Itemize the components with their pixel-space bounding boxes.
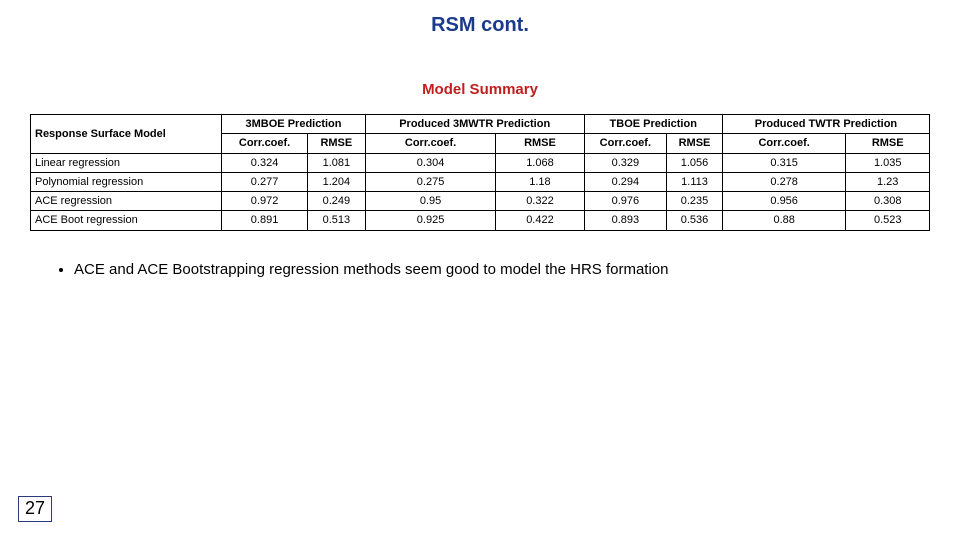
cell: 0.278: [722, 172, 846, 191]
cell: 0.523: [846, 211, 930, 230]
col-header-group-2: TBOE Prediction: [584, 115, 722, 134]
col-header-group-1: Produced 3MWTR Prediction: [365, 115, 584, 134]
sub-header: RMSE: [846, 134, 930, 153]
cell: 1.081: [307, 153, 365, 172]
cell: 0.88: [722, 211, 846, 230]
cell: 0.891: [222, 211, 308, 230]
cell: 0.308: [846, 192, 930, 211]
row-label: Linear regression: [31, 153, 222, 172]
cell: 0.235: [667, 192, 723, 211]
slide-subtitle: Model Summary: [20, 81, 940, 98]
col-header-model: Response Surface Model: [31, 115, 222, 154]
cell: 1.204: [307, 172, 365, 191]
table-header-row-1: Response Surface Model 3MBOE Prediction …: [31, 115, 930, 134]
cell: 0.304: [365, 153, 496, 172]
model-summary-table: Response Surface Model 3MBOE Prediction …: [30, 114, 930, 231]
cell: 0.277: [222, 172, 308, 191]
cell: 0.893: [584, 211, 667, 230]
cell: 0.925: [365, 211, 496, 230]
col-header-group-3: Produced TWTR Prediction: [722, 115, 929, 134]
cell: 0.322: [496, 192, 584, 211]
table-head: Response Surface Model 3MBOE Prediction …: [31, 115, 930, 154]
cell: 0.329: [584, 153, 667, 172]
table-row: ACE Boot regression 0.891 0.513 0.925 0.…: [31, 211, 930, 230]
cell: 0.513: [307, 211, 365, 230]
row-label: ACE Boot regression: [31, 211, 222, 230]
cell: 1.056: [667, 153, 723, 172]
sub-header: Corr.coef.: [584, 134, 667, 153]
sub-header: Corr.coef.: [222, 134, 308, 153]
row-label: Polynomial regression: [31, 172, 222, 191]
sub-header: Corr.coef.: [722, 134, 846, 153]
cell: 0.249: [307, 192, 365, 211]
cell: 0.956: [722, 192, 846, 211]
cell: 1.113: [667, 172, 723, 191]
table-row: ACE regression 0.972 0.249 0.95 0.322 0.…: [31, 192, 930, 211]
cell: 0.95: [365, 192, 496, 211]
cell: 0.976: [584, 192, 667, 211]
sub-header: RMSE: [667, 134, 723, 153]
cell: 1.18: [496, 172, 584, 191]
cell: 0.315: [722, 153, 846, 172]
cell: 0.422: [496, 211, 584, 230]
model-summary-table-wrap: Response Surface Model 3MBOE Prediction …: [30, 114, 930, 231]
cell: 1.035: [846, 153, 930, 172]
cell: 0.275: [365, 172, 496, 191]
row-label: ACE regression: [31, 192, 222, 211]
table-row: Polynomial regression 0.277 1.204 0.275 …: [31, 172, 930, 191]
sub-header: RMSE: [307, 134, 365, 153]
slide-title: RSM cont.: [20, 14, 940, 37]
slide: RSM cont. Model Summary Response Surface…: [0, 0, 960, 540]
page-number: 27: [18, 496, 52, 522]
cell: 0.536: [667, 211, 723, 230]
sub-header: Corr.coef.: [365, 134, 496, 153]
table-body: Linear regression 0.324 1.081 0.304 1.06…: [31, 153, 930, 230]
cell: 0.972: [222, 192, 308, 211]
cell: 0.324: [222, 153, 308, 172]
cell: 0.294: [584, 172, 667, 191]
bullet-item: ACE and ACE Bootstrapping regression met…: [74, 259, 940, 280]
sub-header: RMSE: [496, 134, 584, 153]
cell: 1.23: [846, 172, 930, 191]
bullet-list: ACE and ACE Bootstrapping regression met…: [56, 259, 940, 280]
col-header-group-0: 3MBOE Prediction: [222, 115, 366, 134]
cell: 1.068: [496, 153, 584, 172]
table-row: Linear regression 0.324 1.081 0.304 1.06…: [31, 153, 930, 172]
